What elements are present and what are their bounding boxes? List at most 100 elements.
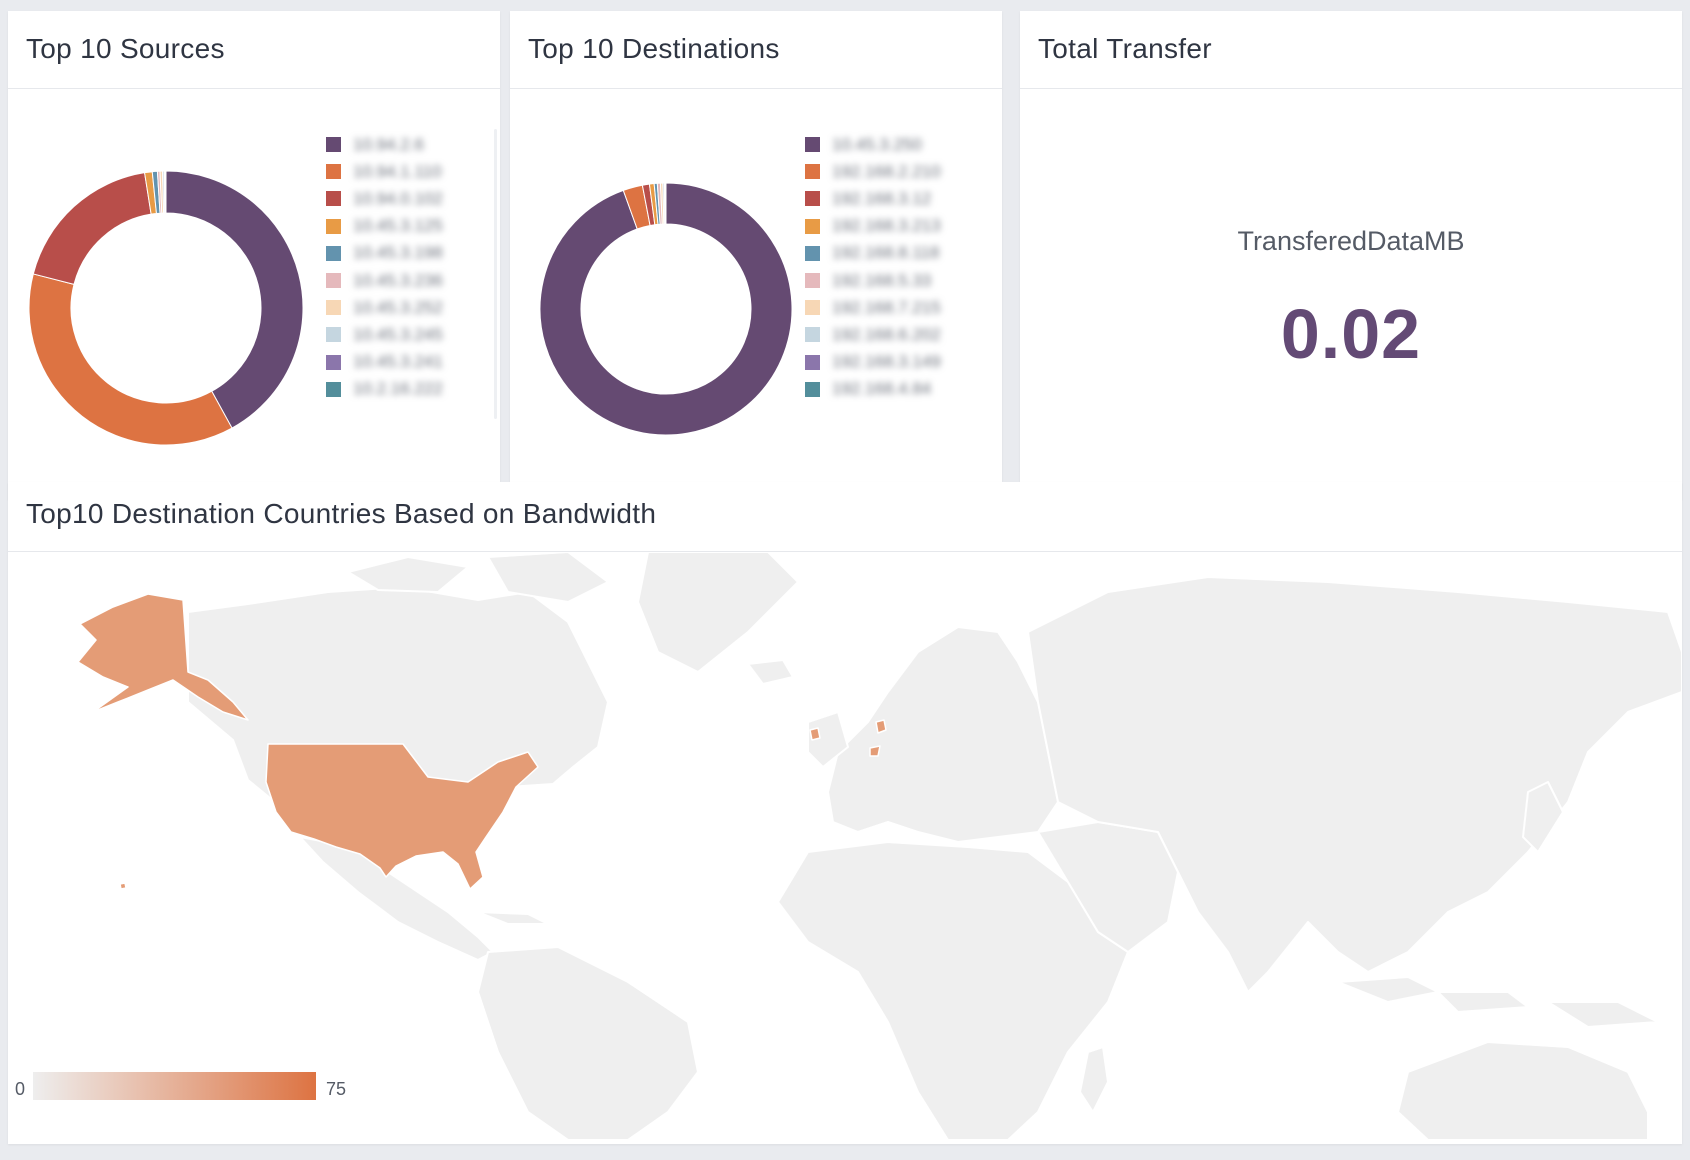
sources-legend-swatch	[326, 137, 341, 153]
map-panel-header: Top10 Destination Countries Based on Ban…	[8, 482, 1682, 552]
sources-legend-label: 10.45.3.125	[353, 216, 443, 236]
destinations-donut-slice[interactable]	[664, 182, 667, 225]
sources-legend-swatch	[326, 327, 341, 343]
sources-donut-slice[interactable]	[28, 273, 233, 446]
continent-australia	[1397, 1041, 1649, 1140]
destinations-legend-swatch	[805, 354, 820, 370]
destinations-legend-label: 192.168.4.84	[832, 379, 932, 399]
country-netherlands-highlight	[875, 719, 887, 734]
destinations-legend-label: 192.168.6.202	[832, 324, 941, 344]
sources-legend-item[interactable]: 10.45.3.198	[326, 240, 443, 267]
sources-legend-swatch	[326, 218, 341, 234]
sources-legend-item[interactable]: 10.2.16.222	[326, 376, 443, 403]
destinations-legend-item[interactable]: 192.168.7.215	[805, 294, 941, 321]
sources-legend-label: 10.45.3.245	[353, 324, 443, 344]
destinations-legend-item[interactable]: 192.168.3.149	[805, 349, 941, 376]
country-alaska-highlight	[77, 593, 249, 721]
total-transfer-title: Total Transfer	[1038, 33, 1212, 64]
sources-donut-slice[interactable]	[164, 170, 167, 214]
destinations-panel-title: Top 10 Destinations	[528, 33, 780, 64]
country-canada-islands	[347, 552, 609, 603]
region-indonesia	[1337, 976, 1659, 1028]
destinations-legend-label: 192.168.8.118	[832, 243, 940, 263]
destinations-legend-label: 192.168.3.149	[832, 352, 941, 372]
country-madagascar	[1079, 1046, 1109, 1113]
sources-donut-slice[interactable]	[165, 170, 304, 429]
sources-legend: 10.94.2.6 10.94.1.110 10.94.0.102 10.45.3.1…	[326, 131, 443, 403]
sources-donut-slice[interactable]	[32, 172, 152, 285]
country-france-highlight	[869, 745, 881, 757]
destinations-legend-item[interactable]: 192.168.5.33	[805, 267, 941, 294]
country-usa-highlight	[265, 743, 539, 890]
sources-legend-label: 10.45.3.236	[353, 270, 443, 290]
sources-legend-label: 10.94.1.110	[353, 161, 442, 181]
sources-legend-swatch	[326, 164, 341, 180]
destinations-panel-header: Top 10 Destinations	[510, 11, 1002, 89]
sources-legend-label: 10.94.2.6	[353, 134, 424, 154]
sources-panel-title: Top 10 Sources	[26, 33, 225, 64]
map-panel-title: Top10 Destination Countries Based on Ban…	[26, 498, 657, 529]
sources-legend-item[interactable]: 10.45.3.125	[326, 213, 443, 240]
country-greenland	[637, 552, 799, 673]
destinations-legend-item[interactable]: 10.45.3.250	[805, 131, 941, 158]
destinations-legend-item[interactable]: 192.168.4.84	[805, 376, 941, 403]
destinations-legend-swatch	[805, 300, 820, 316]
destinations-legend-swatch	[805, 245, 820, 261]
country-uk	[807, 711, 849, 768]
destinations-legend-item[interactable]: 192.168.3.213	[805, 213, 941, 240]
sources-legend-item[interactable]: 10.94.2.6	[326, 131, 443, 158]
destinations-legend-item[interactable]: 192.168.8.118	[805, 240, 941, 267]
destinations-legend-item[interactable]: 192.168.2.210	[805, 158, 941, 185]
sources-legend-swatch	[326, 381, 341, 397]
map-panel: Top10 Destination Countries Based on Ban…	[8, 482, 1682, 1144]
sources-panel: Top 10 Sources 10.94.2.6 10.94.1.110 10.94…	[8, 11, 500, 500]
destinations-legend-swatch	[805, 273, 820, 289]
sources-legend-swatch	[326, 245, 341, 261]
sources-legend-item[interactable]: 10.94.0.102	[326, 185, 443, 212]
sources-legend-item[interactable]: 10.94.1.110	[326, 158, 443, 185]
destinations-legend-swatch	[805, 327, 820, 343]
sources-legend-item[interactable]: 10.45.3.236	[326, 267, 443, 294]
continent-asia	[1027, 576, 1682, 993]
color-scale-bar	[33, 1072, 316, 1100]
country-iceland	[747, 659, 794, 685]
sources-legend-label: 10.94.0.102	[353, 188, 443, 208]
sources-legend-item[interactable]: 10.45.3.245	[326, 321, 443, 348]
color-scale-max-label: 75	[326, 1079, 347, 1099]
destinations-donut-chart	[539, 182, 793, 436]
world-map	[33, 552, 1682, 1140]
destinations-panel: Top 10 Destinations 10.45.3.250 192.168.2…	[510, 11, 1002, 500]
destinations-legend-swatch	[805, 381, 820, 397]
destinations-donut-slice[interactable]	[539, 182, 793, 436]
sources-legend-item[interactable]: 10.45.3.241	[326, 349, 443, 376]
destinations-legend-label: 192.168.7.215	[832, 297, 941, 317]
destinations-legend-label: 192.168.5.33	[832, 270, 932, 290]
destinations-legend-swatch	[805, 218, 820, 234]
continent-europe	[827, 626, 1059, 843]
metric-value: 0.02	[1280, 295, 1422, 373]
color-scale-min-label: 0	[15, 1079, 26, 1099]
sources-legend-scrollbar[interactable]	[494, 129, 497, 419]
continent-africa	[777, 841, 1129, 1140]
country-cuba	[477, 911, 549, 925]
destinations-legend-label: 192.168.3.12	[832, 188, 932, 208]
sources-legend-label: 10.45.3.241	[353, 352, 443, 372]
continent-south-america	[477, 946, 699, 1140]
sources-legend-label: 10.45.3.252	[353, 297, 443, 317]
destinations-legend-swatch	[805, 137, 820, 153]
sources-legend-label: 10.2.16.222	[353, 379, 443, 399]
sources-legend-swatch	[326, 191, 341, 207]
sources-legend-swatch	[326, 300, 341, 316]
destinations-legend-item[interactable]: 192.168.6.202	[805, 321, 941, 348]
destinations-legend-swatch	[805, 164, 820, 180]
country-ireland-highlight	[809, 727, 821, 741]
sources-panel-header: Top 10 Sources	[8, 11, 500, 89]
metric-label: TransferedDataMB	[1237, 226, 1465, 256]
destinations-legend-label: 192.168.2.210	[832, 161, 941, 181]
sources-legend-item[interactable]: 10.45.3.252	[326, 294, 443, 321]
highlighted-countries	[77, 593, 887, 890]
destinations-legend-item[interactable]: 192.168.3.12	[805, 185, 941, 212]
country-japan	[1522, 781, 1564, 853]
destinations-legend-label: 192.168.3.213	[832, 216, 941, 236]
total-transfer-header: Total Transfer	[1020, 11, 1682, 89]
